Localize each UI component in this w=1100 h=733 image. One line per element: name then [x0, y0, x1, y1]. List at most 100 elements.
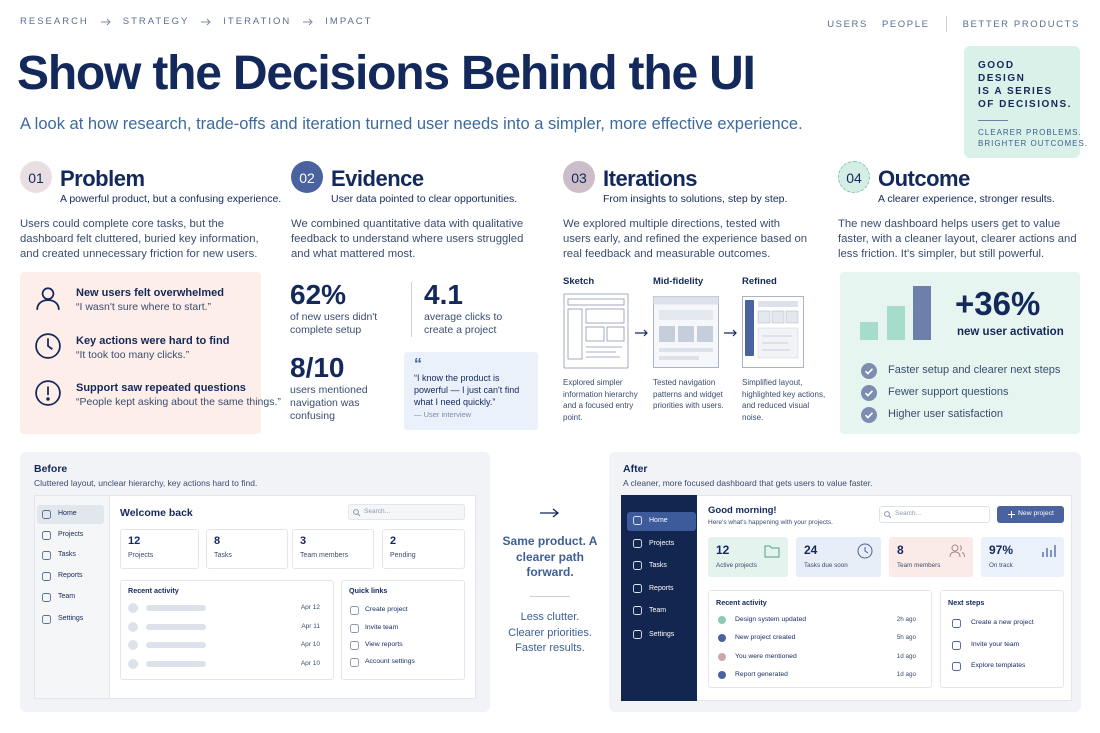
box-title: Recent activity: [716, 598, 767, 607]
nav-step: IMPACT: [325, 16, 373, 27]
shape: [771, 310, 785, 324]
button-label[interactable]: New project: [1018, 510, 1054, 517]
after-stat-card: [889, 537, 973, 577]
before-activity: [120, 580, 334, 680]
nav-tagline: BETTER PRODUCTS: [962, 18, 1080, 30]
nav-link[interactable]: USERS: [827, 18, 868, 30]
quick-link: Create project: [365, 606, 408, 613]
shape: [353, 509, 359, 515]
before-nav-item: Reports: [58, 572, 83, 579]
shape: [42, 615, 51, 624]
finding-icon: [35, 380, 61, 406]
nav-step: RESEARCH: [20, 16, 89, 27]
nav-icon: [633, 630, 642, 639]
search-icon: [353, 509, 361, 517]
stat-icon: [1042, 545, 1056, 557]
stat-divider: [411, 282, 412, 337]
transition-arrow: [540, 508, 560, 518]
finding-title: Support saw repeated questions: [76, 382, 246, 394]
badge: [964, 46, 1080, 158]
after-stat-card: [981, 537, 1064, 577]
nav-links: USERS PEOPLE BETTER PRODUCTS: [827, 16, 1080, 32]
shape: [350, 624, 359, 633]
shape: [952, 641, 961, 650]
nav-icon: [633, 516, 642, 525]
refined-wireframe: [742, 296, 804, 368]
before-stat-label: Tasks: [214, 552, 232, 559]
nav-icon: [42, 593, 51, 602]
after-greeting: Good morning!: [708, 505, 777, 516]
after-nav-item: Reports: [649, 585, 674, 592]
plus-icon: [1008, 511, 1015, 518]
nav-icon: [350, 624, 359, 633]
outcome-result: Fewer support questions: [888, 386, 1009, 398]
nav-arrow: [303, 18, 313, 25]
finding-icon: [36, 287, 60, 310]
activity-time: 5h ago: [896, 634, 916, 641]
page-subtitle: A look at how research, trade-offs and i…: [20, 115, 803, 133]
before-quick-links: [341, 580, 465, 680]
shape: [864, 368, 874, 375]
shape: [540, 508, 560, 518]
before-nav-item: Home: [58, 510, 77, 517]
activity-text: Design system updated: [735, 616, 807, 623]
stage-label: Mid-fidelity: [653, 276, 704, 287]
shape: [884, 511, 890, 517]
nav-icon: [633, 606, 642, 615]
nav-divider: [945, 16, 947, 32]
before-search: [348, 504, 465, 520]
shape: [586, 346, 622, 358]
shape: [861, 385, 877, 401]
after-stat-card: [796, 537, 881, 577]
shape: [36, 299, 60, 310]
shape: [861, 407, 877, 423]
after-search: [879, 506, 990, 523]
shape: [633, 606, 642, 615]
shape: [745, 300, 754, 356]
activity-date: Apr 12: [300, 604, 320, 611]
activity-date: Apr 10: [300, 641, 320, 648]
after-nav-item: Projects: [649, 540, 675, 547]
nav-icon: [42, 531, 51, 540]
box-title: Next steps: [948, 598, 985, 607]
nav-link[interactable]: PEOPLE: [881, 18, 930, 30]
avatar-placeholder: [128, 640, 138, 650]
shape: [42, 510, 51, 519]
outcome-result: Higher user satisfaction: [888, 408, 1003, 420]
check-icon: [861, 407, 877, 423]
transition-summary: Faster results.: [515, 642, 585, 654]
after-stat-label: Active projects: [716, 562, 757, 569]
step-circle: [563, 161, 595, 193]
activity-text: New project created: [735, 634, 796, 641]
activity-time: 2h ago: [896, 616, 916, 623]
shape: [585, 308, 625, 324]
nav-step: STRATEGY: [122, 16, 190, 27]
section-title: Outcome: [878, 166, 970, 191]
finding-quote: “People kept asking about the same thing…: [76, 396, 281, 408]
before-active-nav: [37, 505, 104, 524]
activity-dot: [718, 634, 726, 642]
after-stat-label: Tasks due soon: [804, 562, 848, 569]
shape: [567, 298, 625, 306]
activity-dot: [718, 671, 726, 679]
shape: [42, 593, 51, 602]
shape: [633, 539, 642, 548]
section-body: The new dashboard helps users get to val…: [838, 218, 1077, 260]
step-circle: [20, 161, 52, 193]
finding-title: New users felt overwhelmed: [76, 287, 224, 299]
stat-value: 62%: [290, 279, 347, 310]
shape: [350, 641, 359, 650]
after-nav-item: Home: [649, 517, 668, 524]
shape: [952, 619, 961, 628]
before-stat-card: [206, 529, 288, 569]
before-nav-item: Projects: [58, 531, 84, 538]
transition-summary: Clearer priorities.: [508, 626, 592, 639]
text-placeholder: [146, 661, 206, 667]
after-stat-value: 24: [804, 543, 818, 557]
shape: [47, 338, 53, 350]
shape: [350, 606, 359, 615]
before-nav-item: Settings: [58, 615, 84, 622]
shape: [35, 333, 61, 359]
before-heading: Welcome back: [120, 507, 193, 519]
